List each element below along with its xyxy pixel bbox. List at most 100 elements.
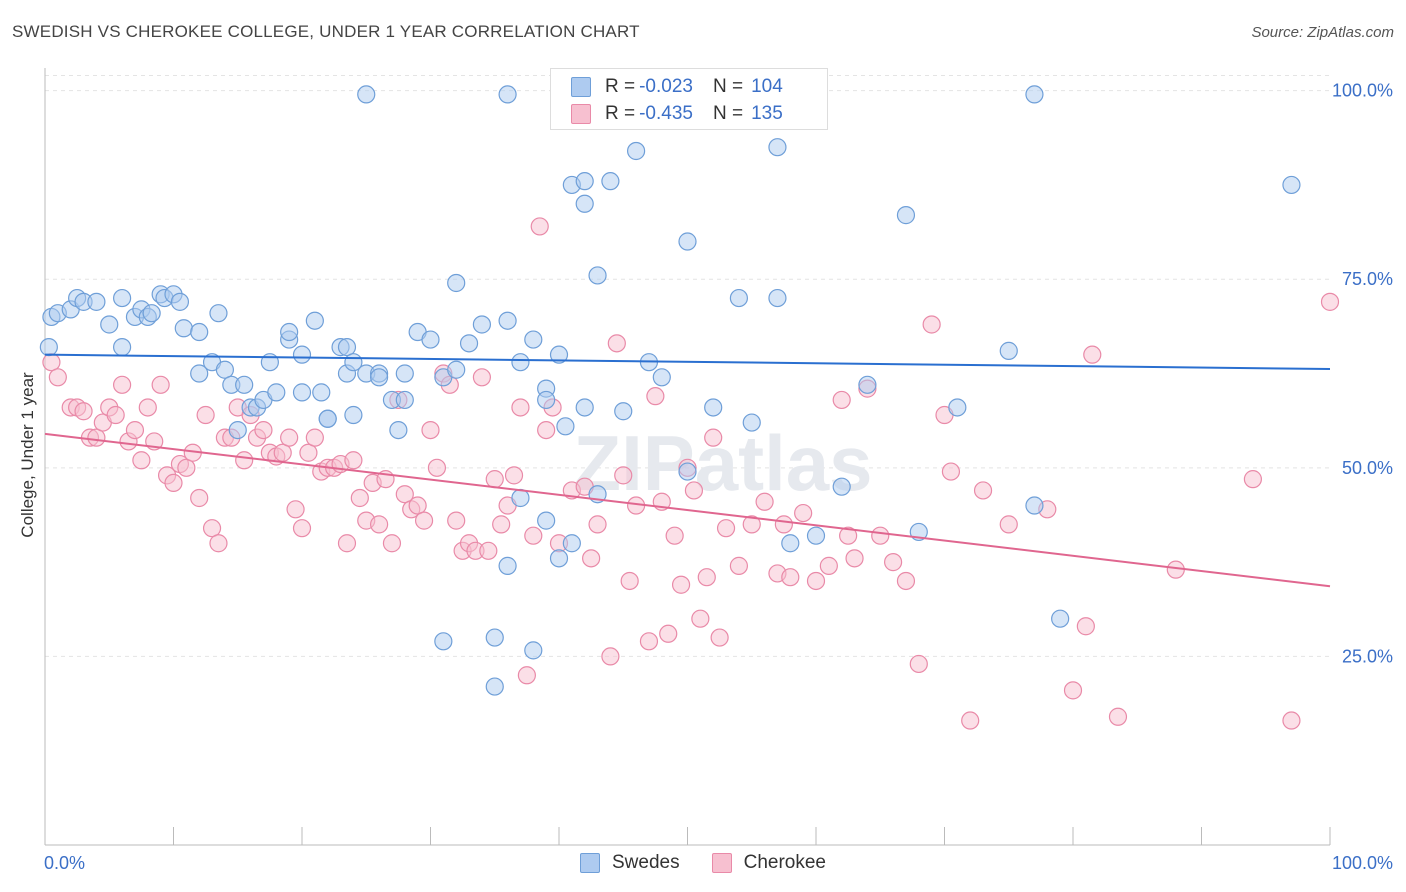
swedes-point xyxy=(280,322,299,342)
cherokee-point xyxy=(774,515,793,534)
swedes-point xyxy=(704,398,723,417)
cherokee-point xyxy=(492,515,511,534)
cherokee-point xyxy=(112,375,132,394)
cherokee-point xyxy=(472,368,491,387)
swedes-point xyxy=(511,353,530,372)
cherokee-point xyxy=(485,470,504,489)
swedes-point xyxy=(511,488,530,508)
swedes-point xyxy=(575,398,594,417)
swedes-point xyxy=(112,338,132,357)
cherokee-point xyxy=(511,398,530,417)
cherokee-point xyxy=(845,549,864,568)
legend-n-label: N = xyxy=(712,103,744,124)
cherokee-point xyxy=(646,387,665,406)
y-tick-label: 50.0% xyxy=(1342,458,1393,478)
swedes-point xyxy=(537,511,556,530)
y-axis-label: College, Under 1 year xyxy=(18,372,37,538)
cherokee-point xyxy=(196,405,215,425)
cherokee-point xyxy=(299,443,318,462)
legend-r-value: -0.435 xyxy=(639,103,693,124)
cherokee-point xyxy=(280,428,299,447)
cherokee-point xyxy=(620,571,639,591)
swedes-swatch xyxy=(571,77,591,97)
swedes-point xyxy=(190,322,209,342)
swedes-point xyxy=(524,330,543,349)
cherokee-point xyxy=(537,420,556,440)
swedes-point xyxy=(292,345,312,364)
cherokee-point xyxy=(806,571,826,591)
cherokee-swatch xyxy=(571,104,591,124)
legend-n-value: 104 xyxy=(751,76,783,97)
cherokee-point xyxy=(941,462,961,481)
swedes-point xyxy=(498,556,517,575)
swedes-point xyxy=(447,273,466,293)
legend-row-cherokee: R = -0.435 N = 135 xyxy=(571,103,783,125)
swedes-point xyxy=(1051,609,1070,628)
swedes-point xyxy=(1025,496,1044,515)
y-tick-label: 75.0% xyxy=(1342,269,1393,289)
cherokee-point xyxy=(151,375,170,394)
cherokee-point xyxy=(132,451,151,470)
cherokee-point xyxy=(691,609,710,628)
swedes-point xyxy=(472,315,491,334)
cherokee-point xyxy=(671,575,691,594)
swedes-swatch xyxy=(580,853,600,873)
cherokee-point xyxy=(344,451,363,470)
swedes-point xyxy=(357,85,376,104)
swedes-point xyxy=(209,304,228,323)
cherokee-point xyxy=(370,515,389,534)
cherokee-point xyxy=(871,526,890,545)
legend-item-swedes[interactable]: Swedes xyxy=(580,852,680,874)
cherokee-point xyxy=(684,481,704,500)
swedes-point xyxy=(312,383,331,402)
swedes-point xyxy=(112,288,132,308)
cherokee-point xyxy=(1243,470,1263,489)
legend-r-label: R = xyxy=(605,76,636,97)
swedes-point xyxy=(575,172,594,191)
chart-title: SWEDISH VS CHEROKEE COLLEGE, UNDER 1 YEA… xyxy=(12,22,640,41)
swedes-point xyxy=(832,477,851,496)
cherokee-point xyxy=(305,428,324,447)
cherokee-point xyxy=(973,481,993,500)
correlation-legend: R = -0.023 N = 104 R = -0.435 N = 135 xyxy=(550,68,828,130)
cherokee-point xyxy=(999,515,1018,534)
swedes-point xyxy=(999,341,1018,360)
swedes-point xyxy=(485,677,504,696)
cherokee-point xyxy=(883,553,903,572)
swedes-point xyxy=(729,288,749,308)
cherokee-point xyxy=(350,488,369,508)
swedes-point xyxy=(305,311,324,330)
swedes-point xyxy=(485,628,504,647)
legend-item-cherokee[interactable]: Cherokee xyxy=(711,852,826,874)
cherokee-point xyxy=(235,451,254,470)
cherokee-trend-line xyxy=(44,432,1331,588)
watermark-text: ZIPatlas xyxy=(573,419,872,507)
y-tick-label: 25.0% xyxy=(1342,646,1393,666)
cherokee-point xyxy=(48,368,67,387)
cherokee-point xyxy=(729,556,749,575)
legend-n-label: N = xyxy=(712,76,744,97)
legend-r-label: R = xyxy=(605,103,636,124)
swedes-point xyxy=(87,292,106,311)
cherokee-point xyxy=(716,519,736,538)
swedes-point xyxy=(318,409,337,428)
cherokee-point xyxy=(504,466,524,485)
x-tick-label: 0.0% xyxy=(44,853,85,873)
cherokee-point xyxy=(395,485,414,504)
source-label: Source: ZipAtlas.com xyxy=(1251,24,1394,41)
cherokee-point xyxy=(1076,617,1095,636)
watermark: ZIPatlas xyxy=(573,419,872,507)
swedes-point xyxy=(370,368,389,387)
swedes-point xyxy=(235,375,254,394)
swedes-point xyxy=(678,232,697,251)
cherokee-point xyxy=(42,353,61,372)
swedes-point xyxy=(768,138,787,157)
swedes-point xyxy=(190,364,209,383)
cherokee-point xyxy=(190,488,209,508)
swedes-point xyxy=(421,330,440,349)
swedes-point xyxy=(337,338,357,357)
swedes-point xyxy=(858,375,877,394)
swedes-point xyxy=(434,632,453,651)
swedes-point xyxy=(614,402,633,421)
cherokee-point xyxy=(87,428,106,447)
